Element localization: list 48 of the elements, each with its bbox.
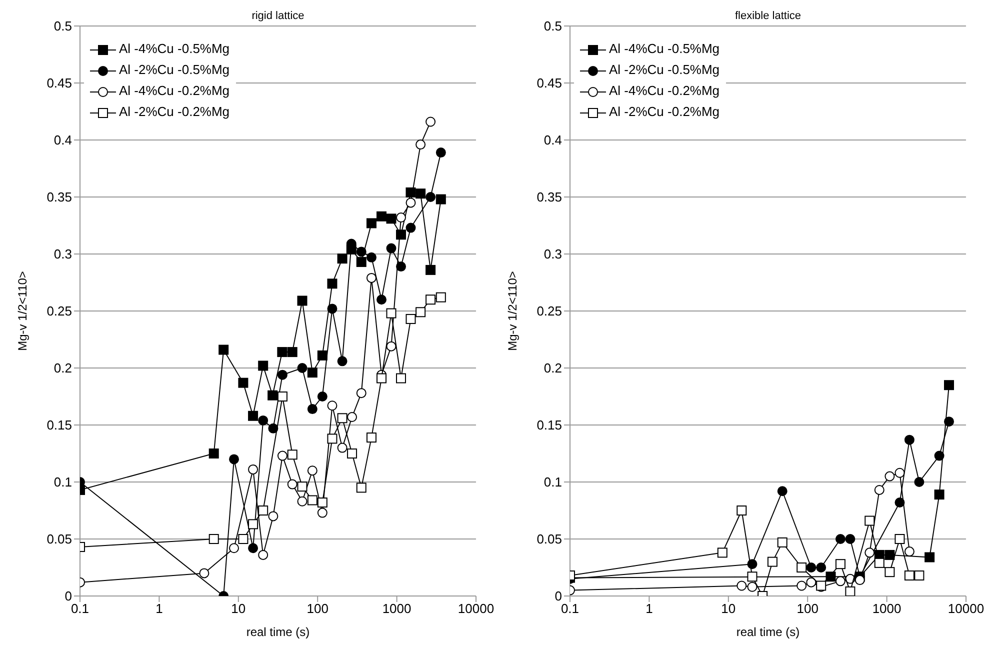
y-tick-label: 0.35 [536, 190, 562, 205]
legend-label: Al -4%Cu -0.5%Mg [119, 41, 230, 56]
chart-title: rigid lattice [252, 10, 304, 22]
legend-label: Al -4%Cu -0.2%Mg [609, 83, 720, 98]
y-tick-label: 0.05 [46, 532, 72, 547]
y-axis-title: Mg-v 1/2<110> [15, 271, 30, 351]
y-tick-label: 0 [64, 588, 72, 604]
y-tick-label: 0.2 [54, 360, 72, 376]
y-tick-label: 0.3 [544, 246, 562, 262]
legend-label: Al -2%Cu -0.5%Mg [119, 62, 230, 77]
y-tick-label: 0.25 [46, 304, 72, 319]
x-axis-title: real time (s) [246, 625, 310, 639]
y-tick-label: 0.5 [544, 18, 562, 34]
x-tick-label: 1 [156, 601, 163, 616]
legend-label: Al -2%Cu -0.5%Mg [609, 62, 720, 77]
y-axis-title: Mg-v 1/2<110> [505, 271, 520, 351]
y-tick-label: 0.45 [46, 76, 72, 91]
x-tick-label: 1 [646, 601, 653, 616]
y-tick-label: 0.5 [54, 18, 72, 34]
y-tick-label: 0.05 [536, 532, 562, 547]
x-tick-label: 1000 [382, 601, 412, 616]
y-tick-label: 0.25 [536, 304, 562, 319]
x-tick-label: 100 [796, 601, 818, 616]
legend-label: Al -2%Cu -0.2%Mg [609, 104, 720, 119]
y-tick-label: 0.2 [544, 360, 562, 376]
x-tick-label: 10 [231, 601, 246, 616]
legend-label: Al -2%Cu -0.2%Mg [119, 104, 230, 119]
x-tick-label: 10000 [948, 601, 984, 616]
legend-label: Al -4%Cu -0.2%Mg [119, 83, 230, 98]
x-tick-label: 0.1 [70, 601, 90, 616]
x-tick-label: 10 [721, 601, 736, 616]
y-tick-label: 0 [554, 588, 562, 604]
x-tick-label: 1000 [872, 601, 902, 616]
chart-title: flexible lattice [734, 10, 802, 22]
y-tick-label: 0.1 [54, 474, 72, 490]
x-tick-label: 0.1 [560, 601, 580, 616]
y-tick-label: 0.1 [544, 474, 562, 490]
x-axis-title: real time (s) [736, 625, 800, 639]
x-tick-label: 100 [306, 601, 328, 616]
y-tick-label: 0.35 [46, 190, 72, 205]
y-tick-label: 0.3 [54, 246, 72, 262]
y-tick-label: 0.4 [54, 132, 72, 148]
y-tick-label: 0.4 [544, 132, 562, 148]
x-tick-label: 10000 [458, 601, 494, 616]
legend-label: Al -4%Cu -0.5%Mg [609, 41, 720, 56]
y-tick-label: 0.45 [536, 76, 562, 91]
y-tick-label: 0.15 [46, 418, 72, 433]
y-tick-label: 0.15 [536, 418, 562, 433]
